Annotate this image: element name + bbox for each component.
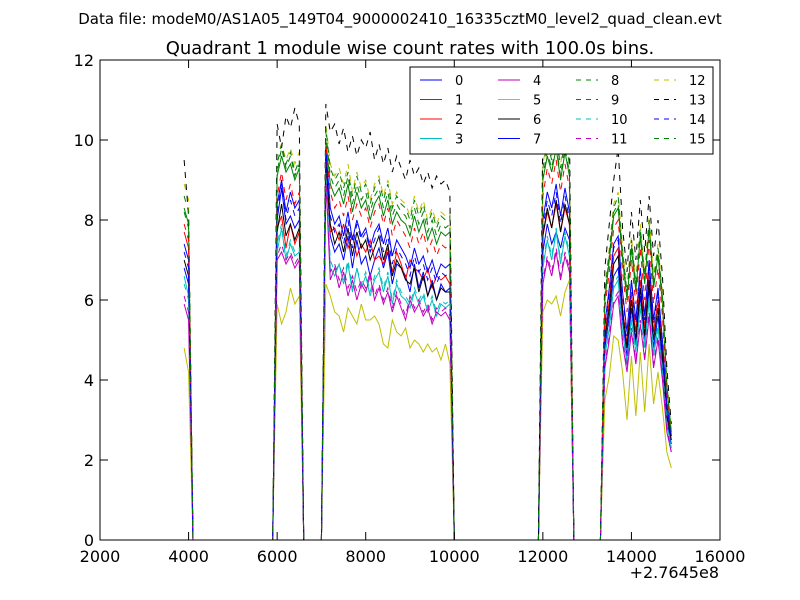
x-tick-label: 4000 [168, 547, 209, 566]
legend-label-14: 14 [689, 113, 706, 128]
axes-layer: 2000 4000 6000 8000 10000 12000 14000 16000 0 2 4 6… [74, 51, 746, 566]
figure-suptitle: Data file: modeM0/AS1A05_149T04_90000024… [78, 10, 722, 29]
series-line-15 [183, 127, 672, 540]
legend-label-15: 15 [689, 133, 706, 148]
x-tick-label: 14000 [606, 547, 657, 566]
x-tick-label: 12000 [517, 547, 568, 566]
series-layer [183, 103, 672, 540]
x-tick-label: 2000 [80, 547, 121, 566]
x-tick-label: 8000 [345, 547, 386, 566]
legend-label-5: 5 [533, 94, 541, 109]
legend-label-4: 4 [533, 74, 541, 89]
x-tick-label: 6000 [257, 547, 298, 566]
legend-label-0: 0 [455, 74, 463, 89]
x-axis-offset-label: +2.7645e8 [630, 563, 719, 582]
legend-label-6: 6 [533, 113, 541, 128]
legend-label-11: 11 [611, 133, 628, 148]
legend-label-12: 12 [689, 74, 706, 89]
y-tick-label: 2 [84, 451, 94, 470]
y-tick-label: 8 [84, 211, 94, 230]
legend-label-8: 8 [611, 74, 619, 89]
series-line-14 [183, 151, 672, 540]
x-tick-label: 10000 [429, 547, 480, 566]
y-tick-label: 12 [74, 51, 94, 70]
series-line-10 [183, 171, 672, 540]
legend-label-13: 13 [689, 94, 706, 109]
legend-label-1: 1 [455, 94, 463, 109]
legend-label-7: 7 [533, 133, 541, 148]
legend-label-2: 2 [455, 113, 463, 128]
legend-label-9: 9 [611, 94, 619, 109]
legend-label-3: 3 [455, 133, 463, 148]
y-tick-label: 6 [84, 291, 94, 310]
legend-label-10: 10 [611, 113, 628, 128]
y-tick-label: 0 [84, 531, 94, 550]
x-tick-label: 16000 [695, 547, 746, 566]
legend-box [409, 66, 714, 155]
chart-title: Quadrant 1 module wise count rates with … [166, 38, 655, 59]
y-tick-label: 4 [84, 371, 94, 390]
y-tick-label: 10 [74, 131, 94, 150]
